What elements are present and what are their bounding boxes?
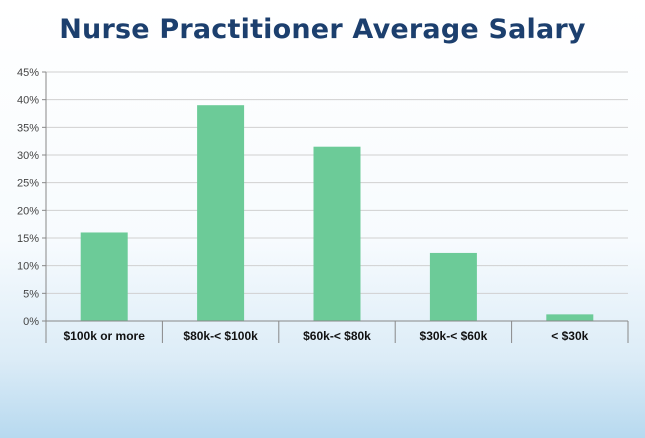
labels: 0% 5% 10% 15% 20% 25% 30% 35% 40% 45% $100k or mor… — [17, 67, 589, 343]
bar — [429, 252, 477, 321]
bar — [197, 105, 245, 321]
bar — [80, 232, 128, 321]
chart-title: Nurse Practitioner Average Salary — [59, 14, 586, 45]
y-tick-label: 35% — [17, 122, 39, 134]
bar — [546, 314, 594, 321]
y-tick-label: 25% — [17, 178, 39, 190]
y-tick-label: 10% — [17, 261, 39, 273]
y-tick-label: 20% — [17, 205, 39, 217]
x-tick-label: < $30k — [551, 329, 588, 343]
y-tick-label: 30% — [17, 150, 39, 162]
bar — [313, 146, 361, 321]
axes — [42, 71, 629, 343]
x-tick-label: $60k-< $80k — [303, 329, 371, 343]
x-tick-label: $30k-< $60k — [420, 329, 488, 343]
y-tick-label: 0% — [23, 316, 39, 328]
y-tick-label: 45% — [17, 67, 39, 79]
bars — [80, 105, 594, 321]
y-tick-label: 5% — [23, 288, 39, 300]
x-tick-label: $100k or more — [64, 329, 146, 343]
y-tick-label: 15% — [17, 233, 39, 245]
x-tick-label: $80k-< $100k — [183, 329, 258, 343]
y-tick-label: 40% — [17, 95, 39, 107]
